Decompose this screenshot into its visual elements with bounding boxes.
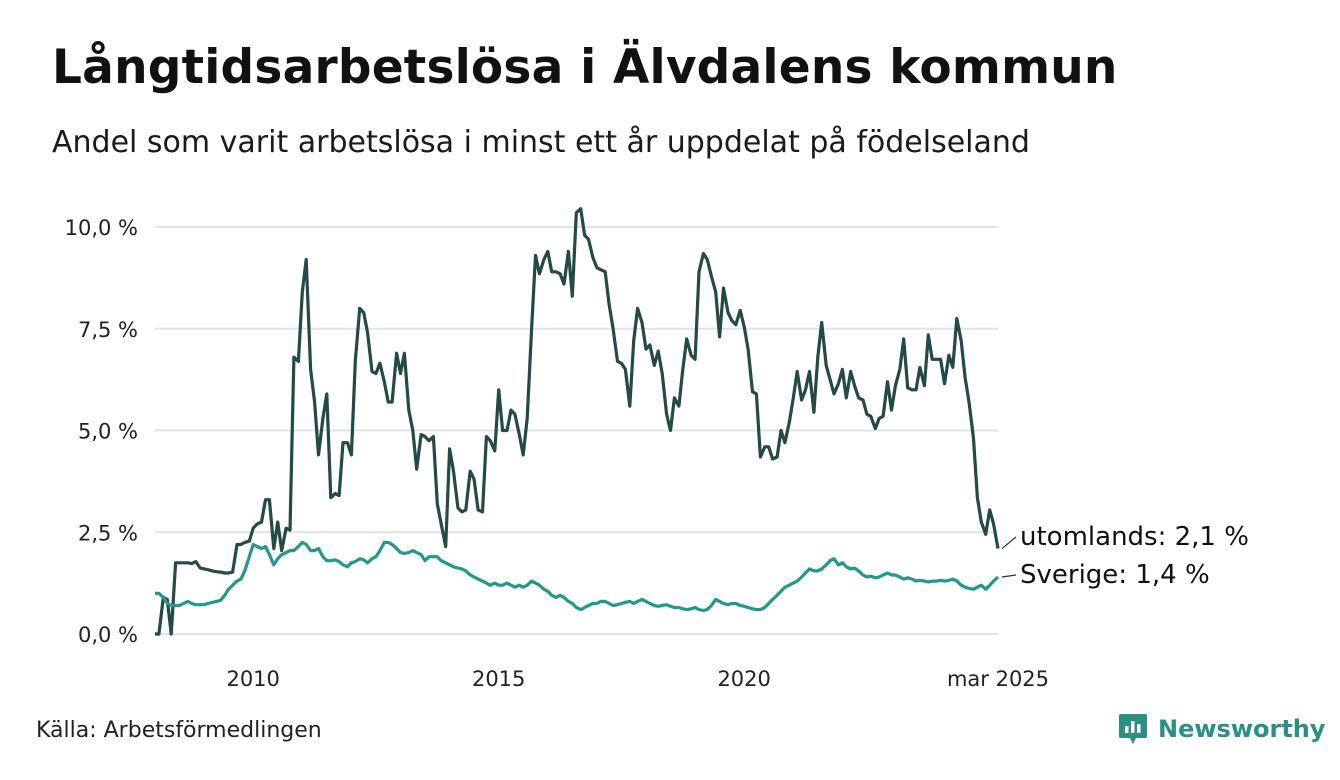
series-end-label: Sverige: 1,4 % <box>1020 560 1210 590</box>
x-tick-label: mar 2025 <box>947 667 1049 691</box>
source-note: Källa: Arbetsförmedlingen <box>36 718 322 743</box>
x-axis-ticks: 2010 2015 2020 mar 2025 <box>226 667 1049 691</box>
x-tick-label: 2020 <box>717 667 770 691</box>
series-line-utomlands <box>155 207 1000 636</box>
newsworthy-logo-icon <box>1119 714 1147 744</box>
y-tick-label: 5,0 % <box>78 420 138 444</box>
brand-name: Newsworthy <box>1158 715 1326 743</box>
label-leader-line <box>1001 536 1017 549</box>
chart-title: Långtidsarbetslösa i Älvdalens kommun <box>52 40 1118 95</box>
y-tick-label: 7,5 % <box>78 318 138 342</box>
x-tick-label: 2015 <box>472 667 525 691</box>
y-tick-label: 2,5 % <box>78 521 138 545</box>
y-axis-ticks: 0,0 % 2,5 % 5,0 % 7,5 % 10,0 % <box>65 216 138 647</box>
brand[interactable]: Newsworthy <box>1118 712 1326 746</box>
y-tick-label: 0,0 % <box>78 623 138 647</box>
chart-subtitle: Andel som varit arbetslösa i minst ett å… <box>52 125 1030 160</box>
series-end-label: utomlands: 2,1 % <box>1020 522 1249 552</box>
series-lines <box>155 207 1000 636</box>
label-leader-line <box>1001 574 1017 578</box>
end-labels: utomlands: 2,1 % Sverige: 1,4 % <box>1001 522 1249 590</box>
grid-lines <box>155 226 998 635</box>
y-tick-label: 10,0 % <box>65 216 138 240</box>
x-tick-label: 2010 <box>226 667 279 691</box>
series-line-sverige <box>155 540 1000 612</box>
